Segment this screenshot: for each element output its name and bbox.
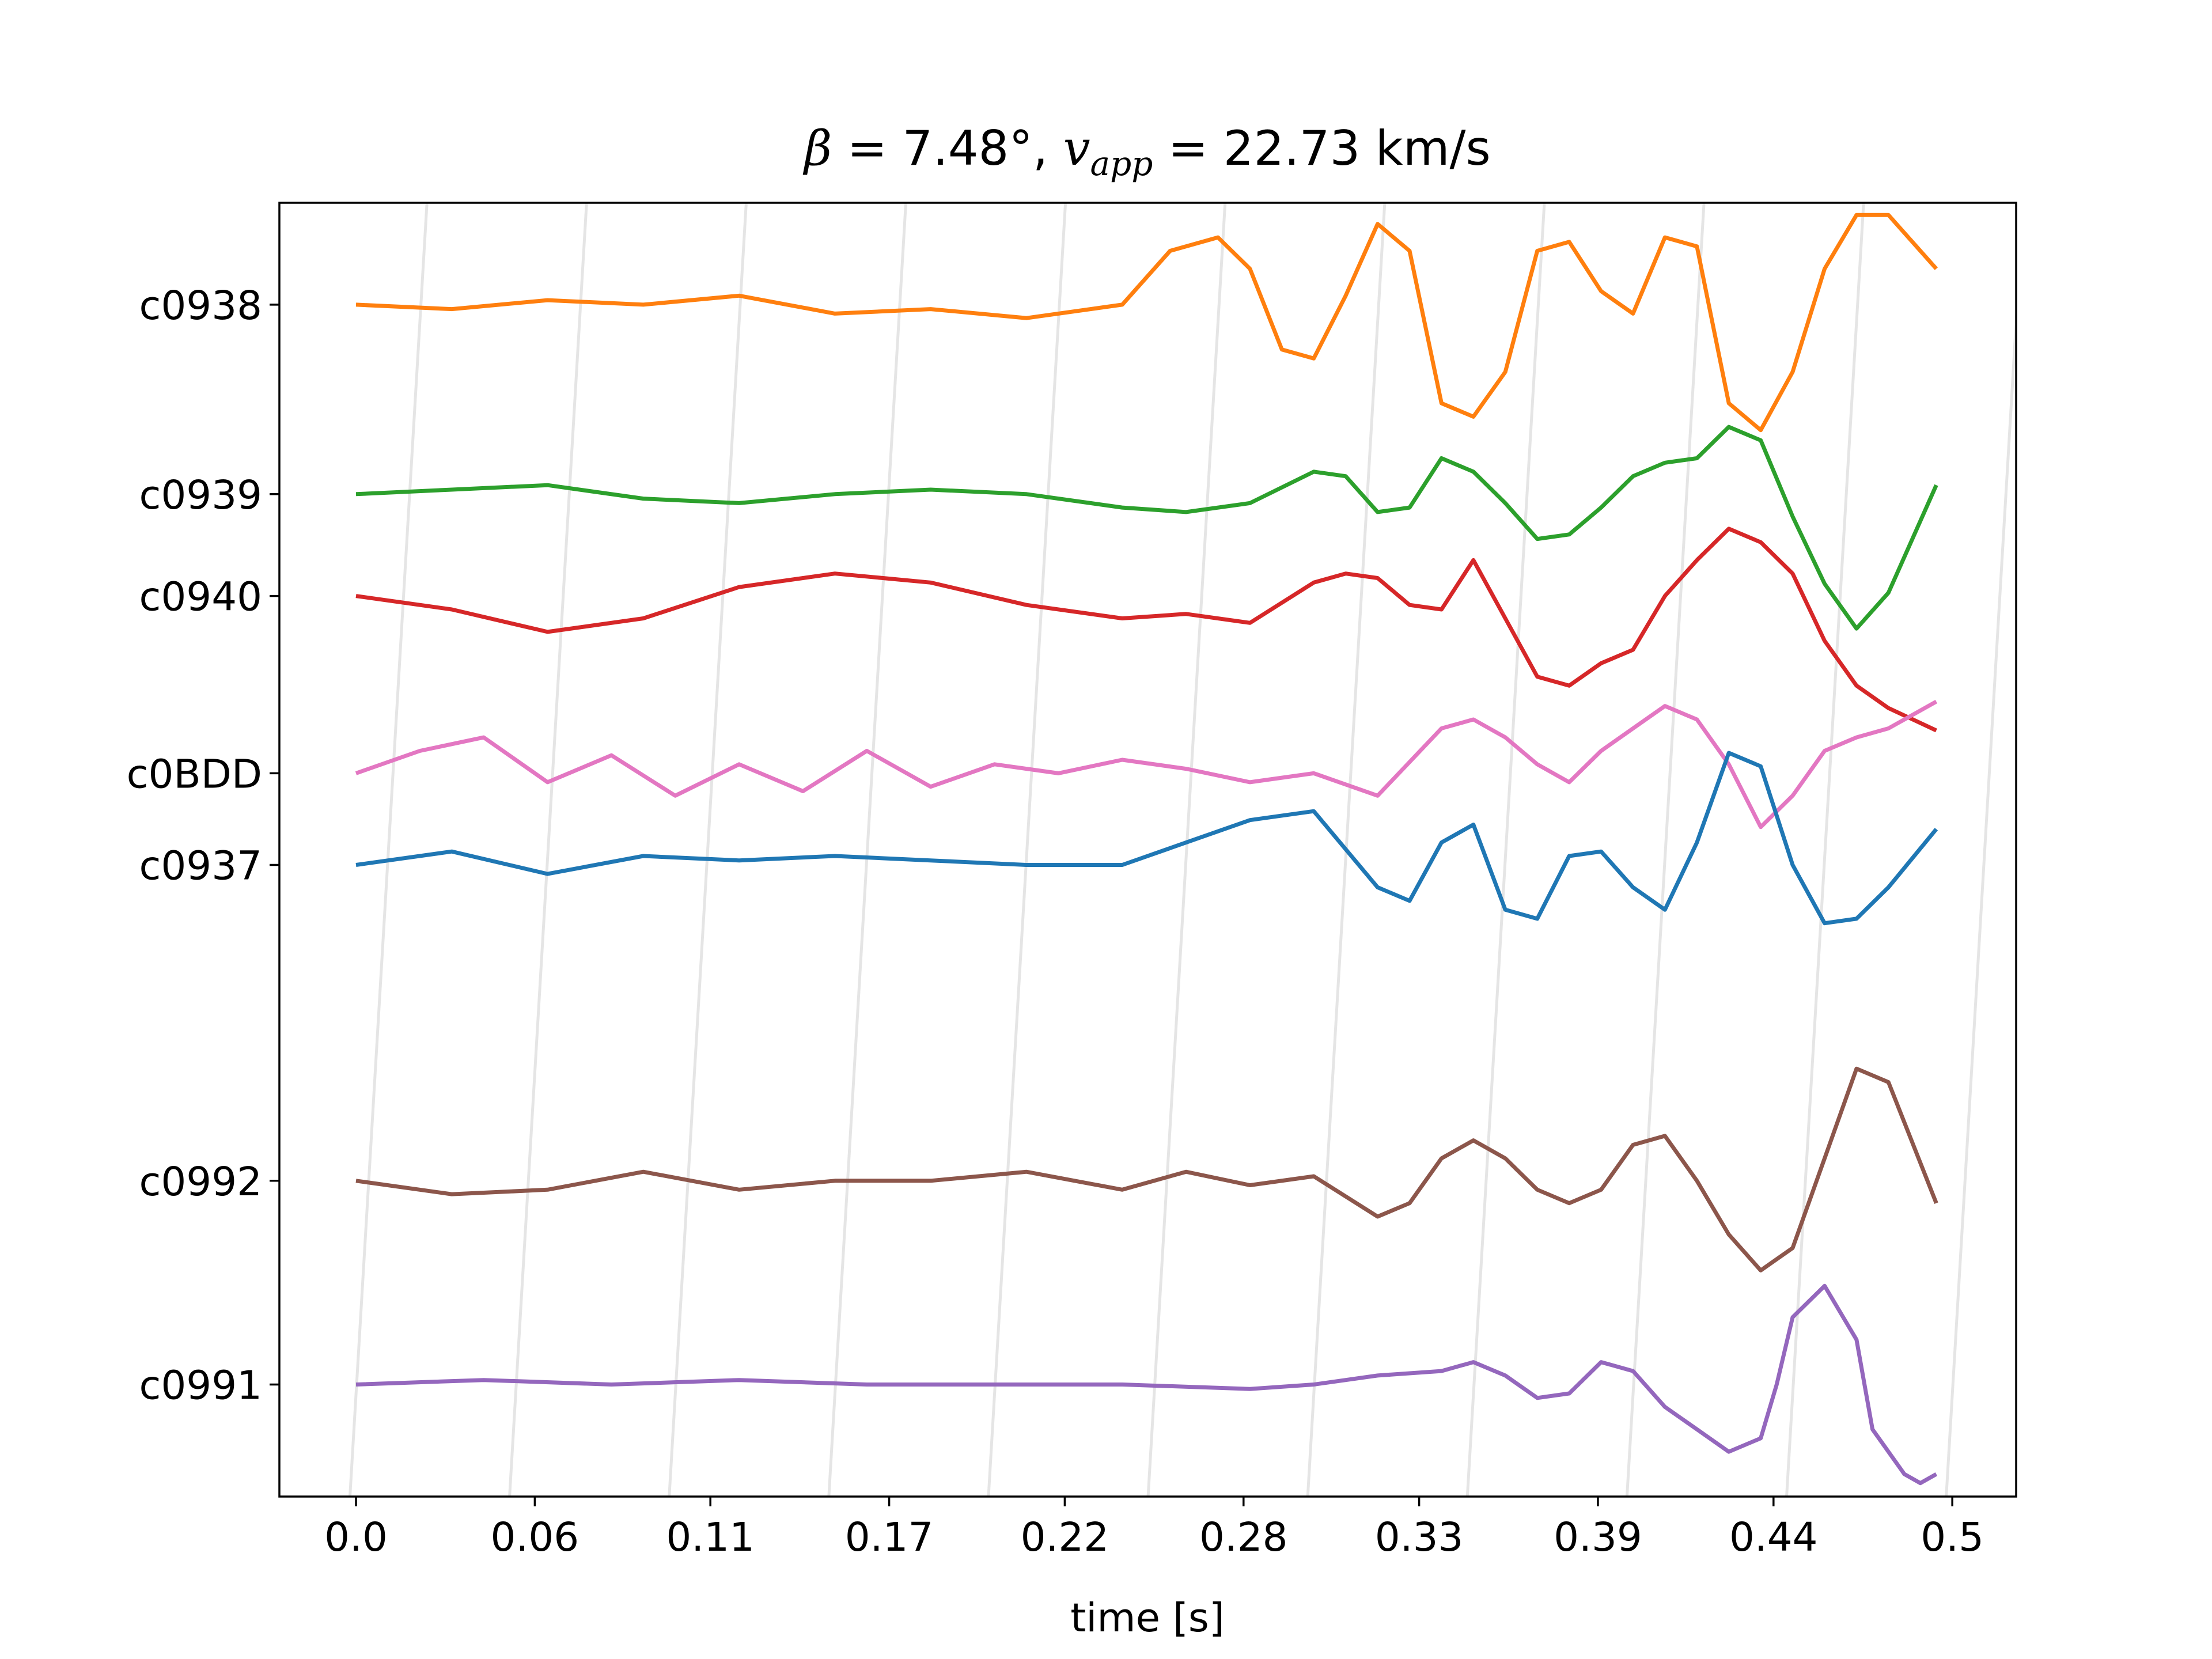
y-tick-label: c0940 — [139, 574, 262, 620]
moveout-line-12 — [1945, 298, 2016, 1497]
y-tick-label: c0BDD — [127, 751, 262, 797]
moveout-line-5 — [827, 203, 908, 1497]
moveout-line-11 — [1785, 203, 1865, 1497]
moveout-line-7 — [1146, 203, 1227, 1497]
series-line-c0939 — [355, 425, 1938, 631]
chart-title: β = 7.48°, vapp = 22.73 km/s — [802, 120, 1491, 183]
series-line-c0938 — [355, 213, 1938, 433]
series-line-c0991 — [355, 1283, 1938, 1486]
moveout-line-4 — [668, 203, 748, 1497]
x-tick-label: 0.0 — [324, 1514, 388, 1560]
moveout-line-3 — [508, 203, 588, 1497]
x-tick-label: 0.11 — [666, 1514, 755, 1560]
plot-frame — [278, 202, 2017, 1498]
x-tick-label: 0.17 — [845, 1514, 934, 1560]
x-tick-label: 0.06 — [491, 1514, 579, 1560]
series-line-c0992 — [355, 1066, 1938, 1272]
x-tick-label: 0.33 — [1375, 1514, 1464, 1560]
series-line-c0937 — [355, 751, 1938, 926]
x-tick-label: 0.28 — [1199, 1514, 1288, 1560]
moveout-line-0 — [31, 203, 108, 1497]
y-tick-label: c0991 — [139, 1362, 262, 1408]
moveout-lines — [31, 203, 2183, 1497]
series-line-c0BDD — [355, 699, 1938, 830]
moveout-line-9 — [1465, 203, 1546, 1497]
x-tick-label: 0.39 — [1554, 1514, 1642, 1560]
x-tick-label: 0.5 — [1921, 1514, 1984, 1560]
y-tick-label: c0992 — [139, 1159, 262, 1205]
x-tick-label: 0.22 — [1021, 1514, 1109, 1560]
y-tick-label: c0937 — [139, 843, 262, 889]
x-tick-label: 0.44 — [1729, 1514, 1818, 1560]
x-axis-label: time [s] — [1070, 1595, 1225, 1641]
y-axis: c0938 c0939 c0940 c0BDD c0937 c0992 c0991 — [127, 283, 279, 1408]
moveout-line-13 — [2106, 203, 2183, 1497]
moveout-line-2 — [348, 203, 429, 1497]
moveout-line-6 — [987, 203, 1067, 1497]
series-group — [355, 213, 1938, 1486]
series-line-c0940 — [355, 527, 1937, 733]
y-tick-label: c0939 — [139, 472, 262, 518]
x-axis: 0.0 0.06 0.11 0.17 0.22 0.28 0.33 0.39 0.44 0.5 — [324, 1497, 1984, 1560]
y-tick-label: c0938 — [139, 283, 262, 329]
moveout-line-10 — [1625, 203, 1706, 1497]
